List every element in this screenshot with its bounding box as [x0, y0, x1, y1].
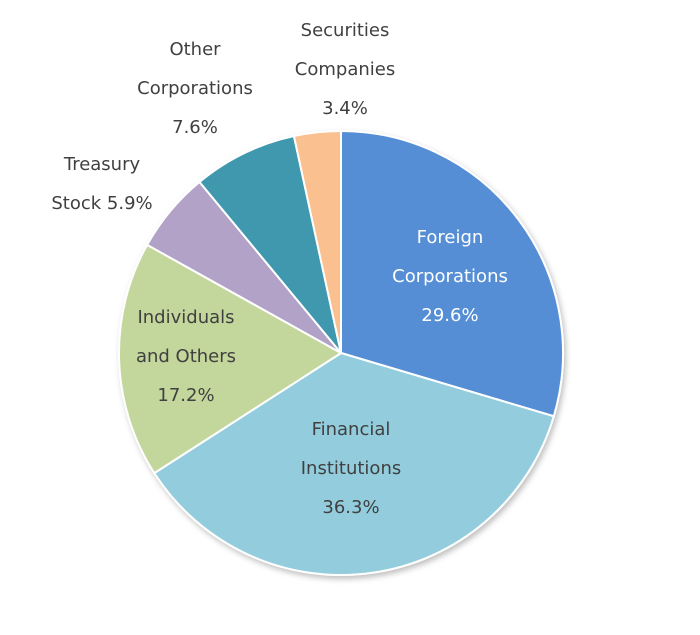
slice-label-treasury-stock: Treasury Stock 5.9%	[51, 154, 152, 214]
slice-label-securities-companies: Securities Companies 3.4%	[295, 20, 395, 119]
slice-label-financial-institutions: Financial Institutions 36.3%	[301, 419, 401, 518]
slice-label-other-corporations: Other Corporations 7.6%	[137, 39, 253, 138]
slice-label-individuals-and-others: Individuals and Others 17.2%	[136, 307, 236, 406]
pie-slice-financial-institutions	[153, 352, 555, 576]
pie-slice-foreign-corporations	[340, 130, 564, 418]
pie-slices	[118, 130, 564, 576]
pie-slice-individuals-and-others	[118, 243, 342, 475]
pie-labels: Foreign Corporations 29.6% Financial Institu…	[51, 20, 508, 518]
slice-label-foreign-corporations: Foreign Corporations 29.6%	[392, 227, 508, 326]
pie-slice-securities-companies	[292, 130, 342, 354]
